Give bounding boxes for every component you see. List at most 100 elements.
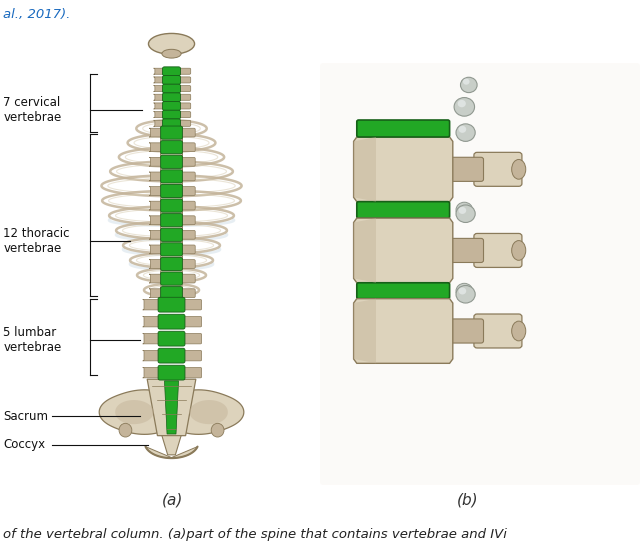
FancyBboxPatch shape [149, 289, 163, 298]
Text: Sacrum: Sacrum [3, 410, 48, 423]
FancyBboxPatch shape [149, 230, 163, 239]
FancyBboxPatch shape [177, 120, 191, 126]
Ellipse shape [211, 423, 224, 437]
Text: Coccyx: Coccyx [3, 438, 45, 452]
Polygon shape [354, 299, 376, 363]
Polygon shape [147, 379, 196, 436]
FancyBboxPatch shape [179, 143, 195, 152]
FancyBboxPatch shape [149, 216, 163, 225]
FancyBboxPatch shape [163, 110, 180, 119]
FancyBboxPatch shape [161, 272, 182, 285]
FancyBboxPatch shape [179, 157, 195, 166]
FancyBboxPatch shape [179, 201, 195, 210]
Ellipse shape [458, 100, 466, 107]
Polygon shape [189, 400, 228, 424]
FancyBboxPatch shape [154, 77, 165, 83]
FancyBboxPatch shape [179, 216, 195, 225]
FancyBboxPatch shape [158, 314, 185, 329]
Text: 5 lumbar
vertebrae: 5 lumbar vertebrae [3, 326, 61, 354]
FancyBboxPatch shape [163, 119, 180, 128]
FancyBboxPatch shape [161, 228, 182, 241]
Polygon shape [163, 390, 244, 435]
FancyBboxPatch shape [177, 68, 191, 74]
FancyBboxPatch shape [154, 68, 165, 74]
FancyBboxPatch shape [448, 319, 484, 343]
Ellipse shape [461, 77, 477, 93]
Polygon shape [354, 137, 376, 202]
FancyBboxPatch shape [177, 103, 191, 109]
FancyBboxPatch shape [149, 172, 163, 181]
FancyBboxPatch shape [181, 316, 202, 327]
FancyBboxPatch shape [143, 316, 161, 327]
FancyBboxPatch shape [163, 76, 180, 84]
FancyBboxPatch shape [179, 245, 195, 254]
Text: of the vertebral column. (a)part of the spine that contains vertebrae and IVi: of the vertebral column. (a)part of the … [3, 528, 507, 541]
FancyBboxPatch shape [179, 128, 195, 137]
FancyBboxPatch shape [154, 103, 165, 109]
FancyBboxPatch shape [177, 77, 191, 83]
FancyBboxPatch shape [177, 112, 191, 118]
Ellipse shape [456, 205, 476, 222]
FancyBboxPatch shape [149, 187, 163, 196]
FancyBboxPatch shape [179, 260, 195, 269]
FancyBboxPatch shape [161, 258, 182, 271]
Polygon shape [354, 137, 453, 202]
FancyBboxPatch shape [163, 93, 180, 102]
FancyBboxPatch shape [448, 157, 484, 181]
FancyBboxPatch shape [161, 155, 182, 168]
FancyBboxPatch shape [158, 349, 185, 363]
Text: (a): (a) [162, 492, 184, 507]
Ellipse shape [458, 207, 466, 214]
FancyBboxPatch shape [320, 63, 640, 485]
FancyBboxPatch shape [163, 84, 180, 93]
Polygon shape [164, 381, 179, 434]
Polygon shape [145, 447, 198, 458]
FancyBboxPatch shape [149, 245, 163, 254]
FancyBboxPatch shape [357, 120, 450, 137]
Ellipse shape [456, 286, 476, 303]
FancyBboxPatch shape [474, 314, 522, 348]
Polygon shape [115, 400, 154, 424]
FancyBboxPatch shape [149, 201, 163, 210]
Ellipse shape [148, 33, 195, 54]
Ellipse shape [119, 423, 132, 437]
FancyBboxPatch shape [161, 170, 182, 183]
Polygon shape [354, 218, 376, 283]
FancyBboxPatch shape [357, 283, 450, 299]
FancyBboxPatch shape [154, 85, 165, 92]
FancyBboxPatch shape [158, 365, 185, 380]
FancyBboxPatch shape [154, 120, 165, 126]
FancyBboxPatch shape [149, 274, 163, 283]
Ellipse shape [512, 321, 526, 341]
FancyBboxPatch shape [161, 243, 182, 256]
Ellipse shape [456, 124, 476, 141]
FancyBboxPatch shape [143, 333, 161, 344]
Text: 7 cervical
vertebrae: 7 cervical vertebrae [3, 95, 61, 124]
FancyBboxPatch shape [161, 141, 182, 154]
Polygon shape [354, 218, 453, 283]
FancyBboxPatch shape [161, 124, 182, 299]
FancyBboxPatch shape [154, 112, 165, 118]
FancyBboxPatch shape [179, 289, 195, 298]
FancyBboxPatch shape [179, 230, 195, 239]
FancyBboxPatch shape [179, 274, 195, 283]
FancyBboxPatch shape [448, 238, 484, 262]
FancyBboxPatch shape [177, 94, 191, 100]
Ellipse shape [162, 49, 181, 58]
Text: al., 2017).: al., 2017). [3, 8, 70, 21]
FancyBboxPatch shape [158, 297, 185, 312]
Text: 12 thoracic
vertebrae: 12 thoracic vertebrae [3, 227, 70, 255]
Text: (b): (b) [456, 492, 478, 507]
FancyBboxPatch shape [177, 85, 191, 92]
Ellipse shape [456, 202, 473, 218]
FancyBboxPatch shape [474, 233, 522, 267]
FancyBboxPatch shape [181, 367, 202, 378]
FancyBboxPatch shape [181, 299, 202, 310]
FancyBboxPatch shape [161, 199, 182, 212]
Ellipse shape [458, 126, 466, 133]
Polygon shape [354, 299, 453, 363]
FancyBboxPatch shape [149, 128, 163, 137]
FancyBboxPatch shape [149, 260, 163, 269]
FancyBboxPatch shape [161, 126, 182, 139]
FancyBboxPatch shape [149, 143, 163, 152]
